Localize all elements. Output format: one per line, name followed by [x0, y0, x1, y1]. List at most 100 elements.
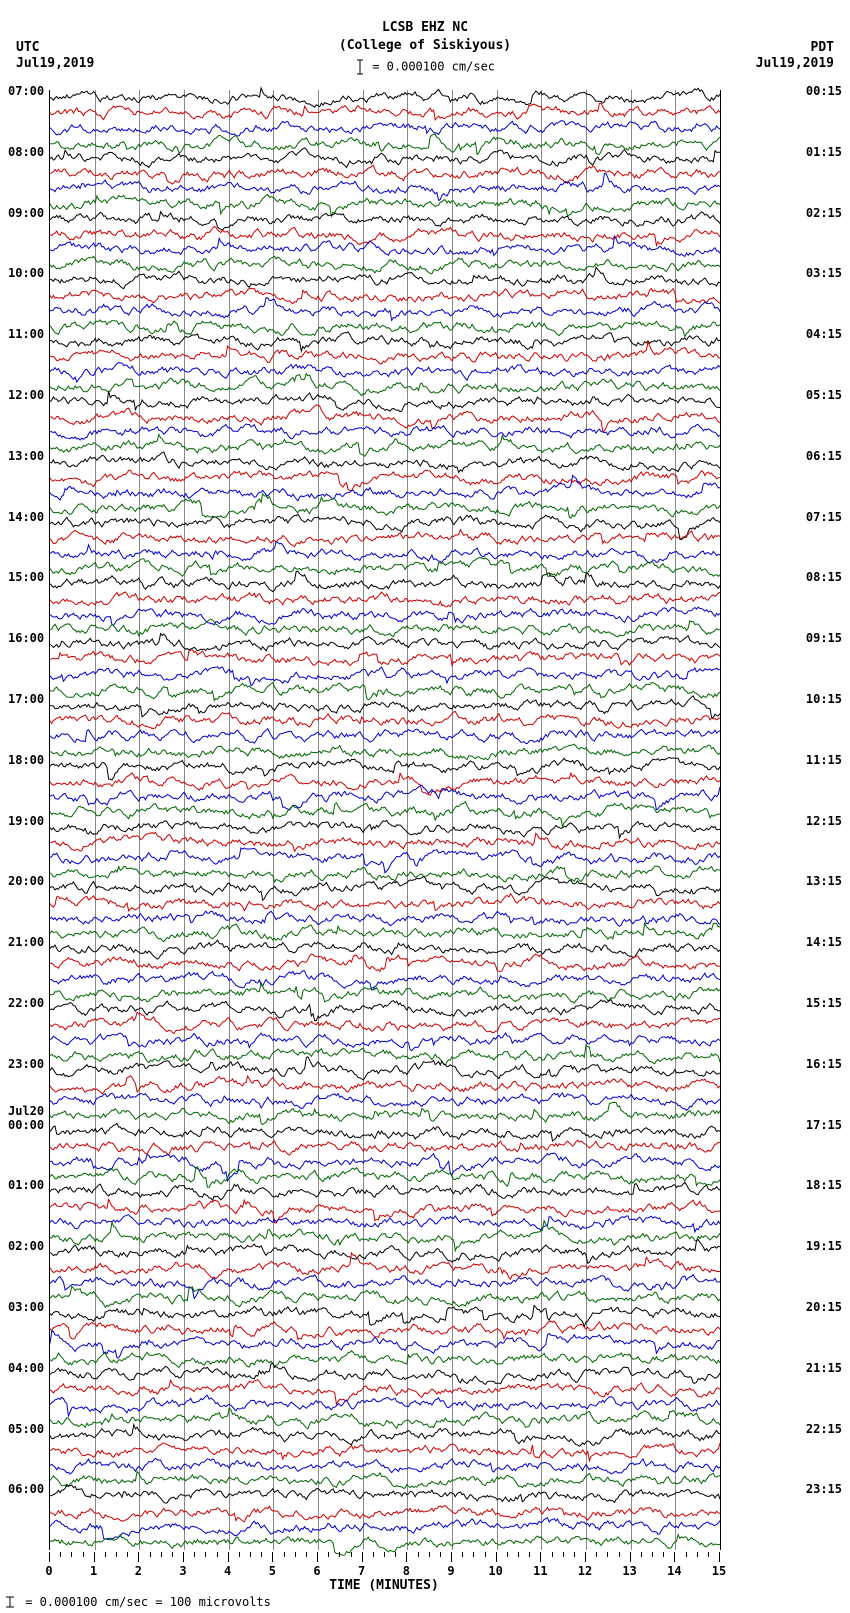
time-label-pdt: 05:15 [806, 388, 842, 402]
x-tick-minor [462, 1552, 463, 1557]
x-tick-minor [552, 1552, 553, 1557]
time-label-utc: 23:00 [8, 1057, 44, 1071]
x-tick-minor [607, 1552, 608, 1557]
x-tick [228, 1552, 229, 1562]
time-label-pdt: 01:15 [806, 145, 842, 159]
trace-row [50, 865, 720, 880]
trace-row [50, 212, 720, 227]
trace-row [50, 516, 720, 531]
time-label-utc: 16:00 [8, 631, 44, 645]
trace-row [50, 1504, 720, 1519]
x-tick-minor [83, 1552, 84, 1557]
x-tick-label: 1 [90, 1564, 97, 1578]
x-tick-label: 15 [712, 1564, 726, 1578]
station-title: LCSB EHZ NC [0, 20, 850, 35]
x-tick-minor [127, 1552, 128, 1557]
trace-row [50, 348, 720, 363]
trace-row [50, 151, 720, 166]
trace-row [50, 1154, 720, 1169]
x-tick-minor [373, 1552, 374, 1557]
x-tick-minor [261, 1552, 262, 1557]
x-tick-minor [708, 1552, 709, 1557]
trace-row [50, 774, 720, 789]
trace-row [50, 987, 720, 1002]
trace-row [50, 105, 720, 120]
scale-bar-icon [355, 58, 365, 76]
time-label-utc: 15:00 [8, 570, 44, 584]
time-label-utc: 00:00 [8, 1118, 44, 1132]
x-tick [540, 1552, 541, 1562]
trace-row [50, 1063, 720, 1078]
time-label-pdt: 12:15 [806, 814, 842, 828]
x-tick-minor [485, 1552, 486, 1557]
time-label-utc: 06:00 [8, 1482, 44, 1496]
time-label-pdt: 15:15 [806, 996, 842, 1010]
trace-row [50, 546, 720, 561]
scale-text: = 0.000100 cm/sec [365, 60, 495, 74]
x-tick-minor [306, 1552, 307, 1557]
x-tick [272, 1552, 273, 1562]
time-label-pdt: 20:15 [806, 1300, 842, 1314]
x-tick-minor [440, 1552, 441, 1557]
trace-row [50, 1382, 720, 1397]
trace-row [50, 926, 720, 941]
x-tick-minor [71, 1552, 72, 1557]
trace-row [50, 90, 720, 105]
x-tick-label: 2 [135, 1564, 142, 1578]
time-label-utc: 01:00 [8, 1178, 44, 1192]
time-label-pdt: 04:15 [806, 327, 842, 341]
time-label-utc: 13:00 [8, 449, 44, 463]
x-tick-label: 3 [179, 1564, 186, 1578]
trace-row [50, 804, 720, 819]
x-tick [451, 1552, 452, 1562]
x-tick-label: 9 [447, 1564, 454, 1578]
x-tick-minor [205, 1552, 206, 1557]
seismogram-container: LCSB EHZ NC (College of Siskiyous) = 0.0… [0, 0, 850, 1613]
trace-row [50, 364, 720, 379]
x-tick-minor [686, 1552, 687, 1557]
footer-scale-bar-icon [4, 1595, 18, 1609]
x-tick-minor [473, 1552, 474, 1557]
footer-text: = 0.000100 cm/sec = 100 microvolts [18, 1595, 271, 1609]
x-tick-minor [518, 1552, 519, 1557]
x-axis-title: TIME (MINUTES) [329, 1578, 439, 1593]
trace-row [50, 1260, 720, 1275]
trace-row [50, 1336, 720, 1351]
tz-right-label: PDT [811, 40, 834, 55]
x-tick-label: 10 [488, 1564, 502, 1578]
trace-row [50, 637, 720, 652]
x-tick [317, 1552, 318, 1562]
x-tick-minor [507, 1552, 508, 1557]
time-label-pdt: 02:15 [806, 206, 842, 220]
x-tick-minor [641, 1552, 642, 1557]
trace-row [50, 303, 720, 318]
x-tick-label: 12 [578, 1564, 592, 1578]
x-tick-minor [429, 1552, 430, 1557]
trace-row [50, 1169, 720, 1184]
trace-row [50, 1048, 720, 1063]
trace-row [50, 455, 720, 470]
date-right-label: Jul19,2019 [756, 56, 834, 71]
time-label-pdt: 07:15 [806, 510, 842, 524]
x-tick-label: 0 [45, 1564, 52, 1578]
x-tick-label: 11 [533, 1564, 547, 1578]
trace-row [50, 1230, 720, 1245]
trace-row [50, 227, 720, 242]
x-tick-minor [295, 1552, 296, 1557]
time-label-utc: 03:00 [8, 1300, 44, 1314]
trace-row [50, 850, 720, 865]
time-label-pdt: 14:15 [806, 935, 842, 949]
x-tick-minor [418, 1552, 419, 1557]
x-tick-minor [563, 1552, 564, 1557]
trace-row [50, 333, 720, 348]
day-marker: Jul20 [8, 1104, 44, 1118]
trace-row [50, 120, 720, 135]
time-label-utc: 21:00 [8, 935, 44, 949]
trace-row [50, 166, 720, 181]
trace-row [50, 1017, 720, 1032]
x-tick [674, 1552, 675, 1562]
trace-row [50, 1519, 720, 1534]
trace-row [50, 668, 720, 683]
x-tick-minor [328, 1552, 329, 1557]
trace-row [50, 288, 720, 303]
